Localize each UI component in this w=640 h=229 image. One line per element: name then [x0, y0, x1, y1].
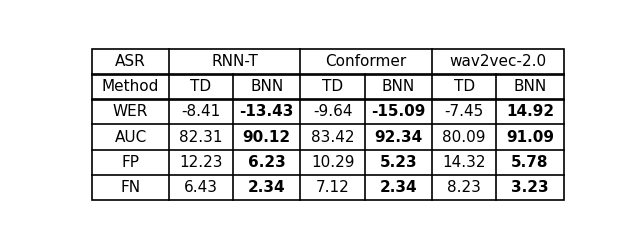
Text: RNN-T: RNN-T — [211, 54, 258, 69]
Text: wav2vec-2.0: wav2vec-2.0 — [449, 54, 547, 69]
Text: 2.34: 2.34 — [380, 180, 417, 195]
Text: FN: FN — [120, 180, 141, 195]
Text: 82.31: 82.31 — [179, 130, 223, 144]
Text: -7.45: -7.45 — [445, 104, 484, 119]
Text: 6.43: 6.43 — [184, 180, 218, 195]
Text: 7.12: 7.12 — [316, 180, 349, 195]
Text: TD: TD — [322, 79, 343, 94]
Text: WER: WER — [113, 104, 148, 119]
Text: 5.78: 5.78 — [511, 155, 548, 170]
Text: -8.41: -8.41 — [181, 104, 221, 119]
Bar — [92, 49, 564, 200]
Text: 8.23: 8.23 — [447, 180, 481, 195]
Text: 14.92: 14.92 — [506, 104, 554, 119]
Text: 10.29: 10.29 — [311, 155, 355, 170]
Text: -9.64: -9.64 — [313, 104, 353, 119]
Text: -13.43: -13.43 — [239, 104, 294, 119]
Text: BNN: BNN — [381, 79, 415, 94]
Text: FP: FP — [122, 155, 140, 170]
Text: AUC: AUC — [115, 130, 147, 144]
Text: Method: Method — [102, 79, 159, 94]
Text: 14.32: 14.32 — [442, 155, 486, 170]
Text: TD: TD — [454, 79, 475, 94]
Text: TD: TD — [191, 79, 212, 94]
Text: 2.34: 2.34 — [248, 180, 285, 195]
Text: BNN: BNN — [513, 79, 547, 94]
Text: ASR: ASR — [115, 54, 146, 69]
Text: 83.42: 83.42 — [311, 130, 355, 144]
Text: BNN: BNN — [250, 79, 284, 94]
Text: 6.23: 6.23 — [248, 155, 285, 170]
Text: 92.34: 92.34 — [374, 130, 422, 144]
Text: Conformer: Conformer — [326, 54, 407, 69]
Text: 5.23: 5.23 — [380, 155, 417, 170]
Text: 3.23: 3.23 — [511, 180, 548, 195]
Text: 12.23: 12.23 — [179, 155, 223, 170]
Text: 80.09: 80.09 — [442, 130, 486, 144]
Text: 91.09: 91.09 — [506, 130, 554, 144]
Text: -15.09: -15.09 — [371, 104, 426, 119]
Text: 90.12: 90.12 — [243, 130, 291, 144]
